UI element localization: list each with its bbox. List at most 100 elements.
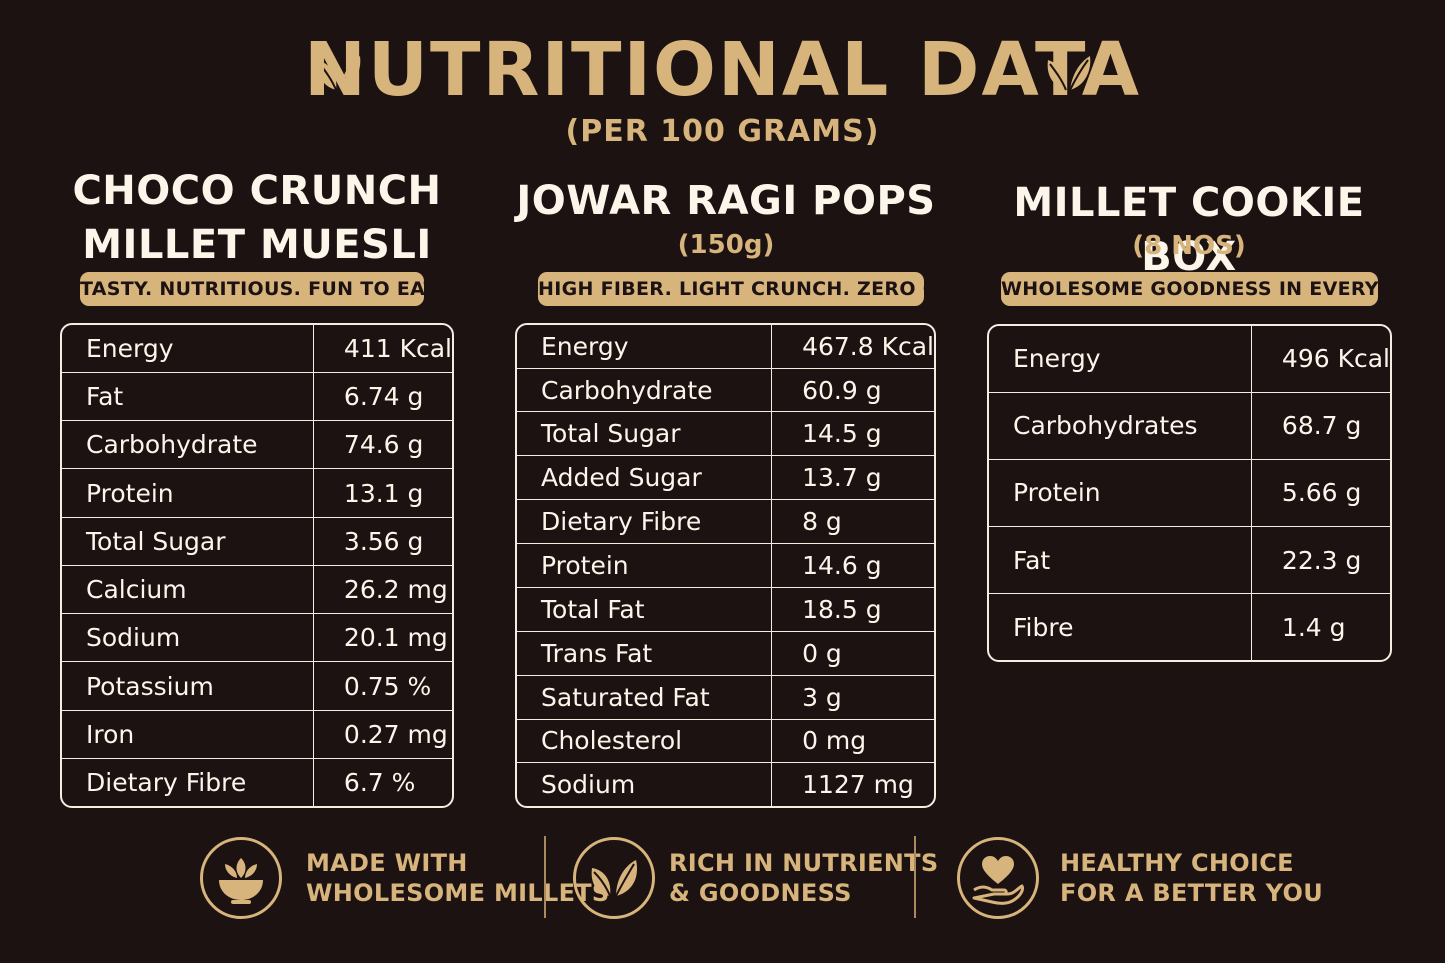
bowl-icon: [200, 837, 282, 919]
table-row: Fat 6.74 g: [62, 372, 452, 422]
nutrition-table: Energy 411 Kcal Fat 6.74 g Carbohydrate 74.6 …: [60, 323, 454, 808]
feature-text: MADE WITH WHOLESOME MILLETS: [306, 848, 610, 908]
nutrient-value: 18.5 g: [771, 587, 934, 632]
nutrient-value: 74.6 g: [313, 420, 452, 470]
feature-line2: FOR A BETTER YOU: [1060, 879, 1323, 907]
nutrient-value: 496 Kcal: [1251, 326, 1390, 393]
nutrient-value: 3.56 g: [313, 517, 452, 566]
feature-line1: RICH IN NUTRIENTS: [669, 849, 939, 877]
table-row: Protein 13.1 g: [62, 468, 452, 518]
nutrient-value: 13.7 g: [771, 455, 934, 501]
table-row: Energy 467.8 Kcal: [517, 325, 934, 369]
nutrient-label: Sodium: [62, 613, 314, 663]
nutrient-label: Iron: [62, 710, 314, 759]
nutrient-value: 0.27 mg: [313, 710, 452, 759]
feature-line1: MADE WITH: [306, 849, 468, 877]
nutrient-label: Trans Fat: [517, 631, 773, 676]
nutrient-label: Calcium: [62, 565, 314, 615]
product-name-line2: MILLET MUESLI: [82, 222, 432, 268]
leaf-icon: [573, 837, 655, 919]
nutrient-value: 3 g: [771, 675, 934, 720]
table-row: Fat 22.3 g: [989, 526, 1390, 595]
nutrient-label: Dietary Fibre: [62, 758, 314, 806]
nutrient-label: Potassium: [62, 661, 314, 711]
nutrient-label: Fibre: [989, 593, 1252, 660]
nutrient-label: Carbohydrate: [62, 420, 314, 470]
nutrient-value: 13.1 g: [313, 468, 452, 518]
nutrient-value: 14.6 g: [771, 543, 934, 588]
nutrient-label: Dietary Fibre: [517, 499, 773, 545]
nutrient-value: 467.8 Kcal: [771, 325, 934, 369]
leaf-pair-icon-left: [317, 56, 361, 91]
nutrient-label: Total Sugar: [517, 411, 773, 457]
table-row: Total Sugar 3.56 g: [62, 517, 452, 566]
nutrient-label: Protein: [989, 459, 1252, 528]
heart-hand-icon: [957, 837, 1039, 919]
feature-text: HEALTHY CHOICE FOR A BETTER YOU: [1060, 848, 1323, 908]
nutrient-label: Cholesterol: [517, 719, 773, 764]
nutrient-value: 5.66 g: [1251, 459, 1390, 528]
product-name-line1: CHOCO CRUNCH: [72, 168, 442, 214]
table-row: Carbohydrate 74.6 g: [62, 420, 452, 470]
nutrient-label: Protein: [517, 543, 773, 588]
divider: [544, 836, 546, 918]
table-row: Energy 411 Kcal: [62, 325, 452, 373]
nutrient-label: Carbohydrate: [517, 368, 773, 413]
divider: [914, 836, 916, 918]
nutrient-label: Saturated Fat: [517, 675, 773, 720]
table-row: Energy 496 Kcal: [989, 326, 1390, 393]
table-row: Iron 0.27 mg: [62, 710, 452, 759]
table-row: Carbohydrate 60.9 g: [517, 368, 934, 413]
page-subtitle: (PER 100 GRAMS): [565, 114, 880, 149]
nutrition-table: Energy 496 Kcal Carbohydrates 68.7 g Protein…: [987, 324, 1392, 662]
nutrient-label: Energy: [517, 325, 773, 369]
product-tagline: WHOLESOME GOODNESS IN EVERY BITE: [1001, 272, 1434, 306]
product-tagline: TASTY. NUTRITIOUS. FUN TO EAT: [80, 272, 437, 306]
feature-line1: HEALTHY CHOICE: [1060, 849, 1294, 877]
nutrient-value: 1127 mg: [802, 770, 914, 800]
nutrient-label: Total Fat: [517, 587, 773, 632]
nutrient-value: 60.9 g: [771, 368, 934, 413]
nutrient-label: Carbohydrates: [989, 392, 1252, 460]
table-row: Carbohydrates 68.7 g: [989, 392, 1390, 460]
leaf-pair-icon-right: [1047, 56, 1091, 91]
nutrition-table: Energy 467.8 Kcal Carbohydrate 60.9 g Total …: [515, 323, 936, 808]
product-tagline: HIGH FIBER. LIGHT CRUNCH. ZERO GUILT: [538, 272, 984, 306]
table-row: Sodium 1127 mg: [517, 762, 934, 806]
table-row: Dietary Fibre 6.7 %: [62, 758, 452, 806]
page-title: NUTRITIONAL DATA: [303, 27, 1141, 113]
table-row: Protein 14.6 g: [517, 543, 934, 588]
table-row: Cholesterol 0 mg: [517, 719, 934, 764]
nutrient-label: Sodium: [517, 762, 773, 806]
nutrient-value: 20.1 mg: [313, 613, 452, 663]
table-row: Saturated Fat 3 g: [517, 675, 934, 720]
feature-line2: WHOLESOME MILLETS: [306, 879, 610, 907]
table-row: Sodium 20.1 mg: [62, 613, 452, 663]
table-row: Potassium 0.75 %: [62, 661, 452, 711]
nutrient-label: Protein: [62, 468, 314, 518]
nutrient-label: Fat: [62, 372, 314, 422]
nutrient-value: 411 Kcal: [313, 325, 452, 373]
nutrient-label: Added Sugar: [517, 455, 773, 501]
feature-line2: & GOODNESS: [669, 879, 852, 907]
nutrient-value: 0 mg: [771, 719, 934, 764]
nutrient-value: 22.3 g: [1251, 526, 1390, 595]
nutrient-value: 14.5 g: [771, 411, 934, 457]
nutrient-value: 6.74 g: [313, 372, 452, 422]
nutrient-value: 68.7 g: [1251, 392, 1390, 460]
nutrient-value: 26.2 mg: [313, 565, 452, 615]
nutrient-label: Fat: [989, 526, 1252, 595]
table-row: Dietary Fibre 8 g: [517, 499, 934, 545]
nutrient-value: 0.75 %: [313, 661, 452, 711]
table-row: Added Sugar 13.7 g: [517, 455, 934, 501]
product-name: JOWAR RAGI POPS: [516, 178, 936, 224]
nutrient-value: 6.7 %: [343, 767, 416, 797]
product-size: (8 NOS): [1132, 231, 1246, 261]
table-row: Fibre 1.4 g: [989, 593, 1390, 660]
table-row: Total Fat 18.5 g: [517, 587, 934, 632]
table-row: Protein 5.66 g: [989, 459, 1390, 528]
product-name: CHOCO CRUNCH MILLET MUESLI: [60, 164, 454, 272]
nutrient-value: 8 g: [771, 499, 934, 545]
nutrient-value: 1.4 g: [1281, 612, 1346, 642]
table-row: Calcium 26.2 mg: [62, 565, 452, 615]
